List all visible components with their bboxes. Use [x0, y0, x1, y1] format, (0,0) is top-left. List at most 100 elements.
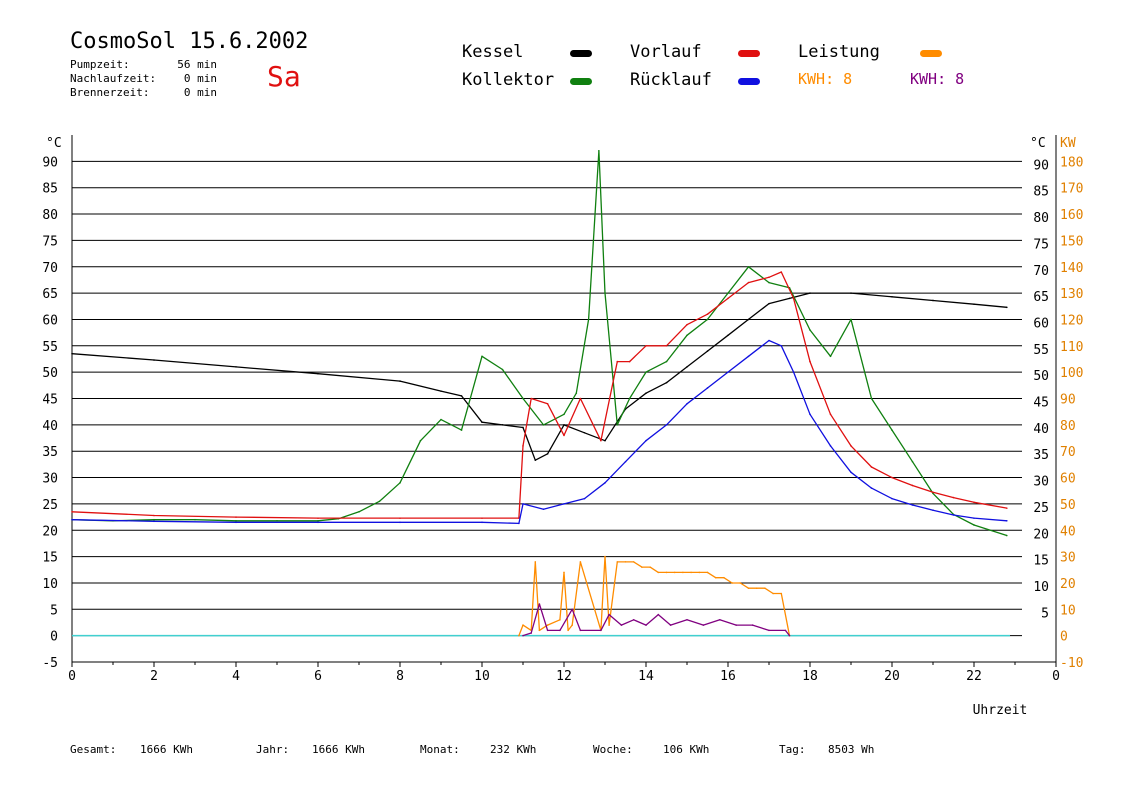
series-r-cklauf-point	[1006, 519, 1008, 522]
series-kollektor-point	[522, 397, 524, 400]
series-r-cklauf-point	[624, 460, 627, 463]
legend-leistung-swatch	[920, 50, 942, 57]
series-kollektor-point	[1006, 534, 1008, 537]
series-leistung-point	[632, 561, 635, 563]
series-kessel-point	[665, 381, 668, 384]
y-tick-label-left: 55	[42, 340, 58, 355]
series-kwh-point	[632, 619, 635, 621]
x-tick-label: 0	[1052, 669, 1060, 684]
series-r-cklauf-point	[686, 402, 688, 405]
y-tick-label-power: 160	[1060, 208, 1083, 223]
y-tick-label-right: 20	[1033, 527, 1049, 542]
legend-vorlauf-label: Vorlauf	[630, 42, 702, 62]
legend-kollektor-swatch	[570, 78, 592, 85]
series-kollektor-point	[598, 150, 600, 152]
series-r-cklauf-point	[518, 522, 520, 525]
series-kessel-point	[153, 359, 155, 361]
series-vorlauf-point	[727, 297, 729, 300]
footer-gesamt-label: Gesamt:	[70, 743, 117, 756]
series-r-cklauf-point	[71, 518, 73, 521]
series-vorlauf-point	[1006, 507, 1008, 509]
y-tick-label-left: 45	[42, 393, 58, 408]
series-leistung-point	[641, 566, 643, 568]
series-leistung-point	[657, 571, 660, 574]
series-vorlauf-point	[932, 491, 934, 494]
series-kollektor-point	[575, 392, 578, 395]
footer-gesamt-value: 1666 KWh	[140, 743, 193, 756]
series-kwh-point	[768, 629, 770, 632]
series-leistung-point	[571, 624, 573, 626]
series-kwh-point	[559, 629, 561, 632]
y-tick-label-left: 50	[42, 366, 58, 381]
series-r-cklauf-point	[911, 504, 914, 506]
series-kollektor-point	[809, 329, 811, 331]
series-vorlauf-point	[780, 271, 783, 273]
series-r-cklauf-line	[71, 339, 1007, 525]
series-kollektor-point	[604, 292, 606, 294]
series-vorlauf-point	[747, 281, 750, 284]
y-axis-label-left: °C	[46, 136, 62, 151]
series-kessel-point	[317, 372, 319, 375]
nachlaufzeit-value: 0 min	[183, 72, 217, 85]
y-tick-label-right: 35	[1033, 448, 1049, 463]
y-tick-label-right: 15	[1033, 554, 1049, 569]
series-kollektor-point	[870, 397, 873, 400]
x-tick-label: 22	[966, 669, 982, 684]
series-kessel-point	[747, 318, 750, 321]
series-kessel-point	[501, 424, 504, 426]
pumpzeit-label: Pumpzeit:	[70, 58, 130, 71]
series-kwh-point	[546, 629, 549, 632]
series-vorlauf-point	[891, 476, 893, 479]
y-tick-label-right: 75	[1033, 237, 1049, 252]
y-tick-label-power: 130	[1060, 287, 1083, 302]
series-vorlauf-point	[768, 276, 770, 279]
y-tick-label-power: 110	[1060, 340, 1083, 355]
series-leistung-point	[579, 561, 582, 563]
series-r-cklauf-point	[481, 521, 483, 524]
y-tick-label-power: 20	[1060, 577, 1076, 592]
y-axis-label-right: °C	[1030, 136, 1046, 151]
series-leistung-point	[649, 566, 651, 568]
series-leistung-point	[559, 619, 561, 621]
footer-tag-label: Tag:	[779, 743, 806, 756]
series-kwh-point	[751, 624, 754, 626]
footer-jahr-value: 1666 KWh	[312, 743, 365, 756]
y-tick-label-left: 85	[42, 182, 58, 197]
series-vorlauf-line	[71, 271, 1007, 519]
x-tick-label: 0	[68, 669, 76, 684]
series-kollektor-point	[911, 460, 914, 463]
series-kwh-point	[645, 624, 647, 626]
y-tick-label-right: 60	[1033, 316, 1049, 331]
series-kollektor-point	[587, 318, 590, 321]
series-vorlauf-point	[579, 397, 582, 400]
y-axis-label-power: KW	[1060, 136, 1076, 151]
brennerzeit-label: Brennerzeit:	[70, 86, 150, 99]
legend-kwh-purple: KWH: 8	[910, 70, 965, 88]
y-tick-label-right: 90	[1033, 158, 1049, 173]
series-kessel-point	[71, 352, 73, 355]
y-tick-label-left: 25	[42, 498, 58, 513]
series-kessel-point	[727, 334, 729, 337]
series-kollektor-point	[727, 292, 729, 294]
series-kwh-point	[579, 629, 582, 632]
footer-monat-value: 232 KWh	[490, 743, 537, 756]
series-kwh-point	[735, 624, 737, 626]
series-kollektor-point	[358, 511, 360, 513]
series-r-cklauf-point	[780, 345, 783, 347]
series-kessel-point	[973, 303, 975, 305]
series-leistung-point	[780, 592, 783, 595]
series-kollektor-point	[563, 413, 565, 416]
series-leistung-point	[731, 582, 733, 584]
y-tick-label-right: 55	[1033, 343, 1049, 358]
series-kollektor-point	[706, 318, 709, 321]
series-r-cklauf-point	[768, 339, 770, 342]
x-tick-label: 18	[802, 669, 818, 684]
series-vorlauf-point	[235, 516, 237, 518]
series-kollektor-point	[542, 424, 545, 426]
series-kollektor-point	[665, 360, 668, 363]
series-vorlauf-point	[706, 313, 709, 315]
y-tick-label-right: 25	[1033, 501, 1049, 516]
series-r-cklauf-point	[645, 439, 647, 442]
series-r-cklauf-point	[747, 355, 750, 358]
series-vorlauf-point	[952, 496, 955, 499]
